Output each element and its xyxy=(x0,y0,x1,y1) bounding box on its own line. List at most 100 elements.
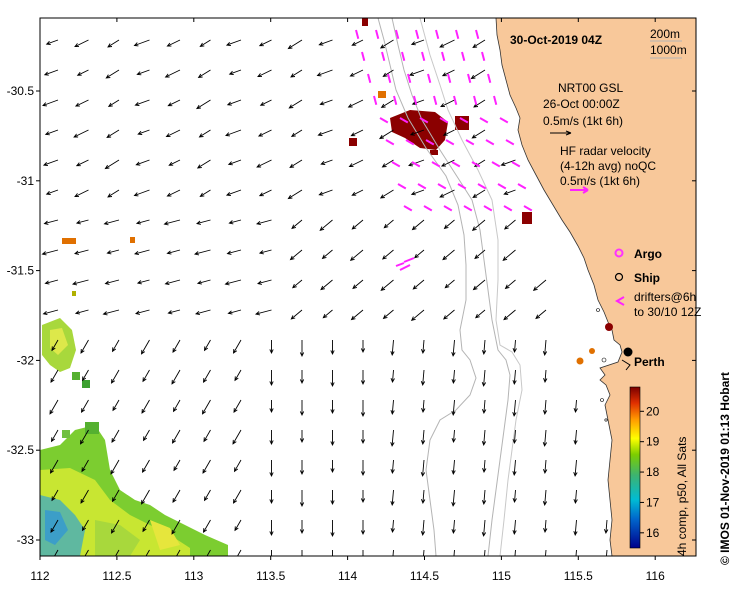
current-arrow xyxy=(512,339,517,354)
current-arrow xyxy=(136,279,150,285)
legend-argo-icon xyxy=(614,248,624,258)
current-arrow xyxy=(349,249,364,261)
current-arrow xyxy=(145,549,150,556)
coastal-islands xyxy=(596,308,608,422)
hf-radar-arrow xyxy=(379,117,389,124)
current-arrow xyxy=(203,339,211,352)
hf-radar-arrow xyxy=(457,183,467,190)
current-arrow xyxy=(299,520,305,535)
current-arrow xyxy=(198,129,211,138)
perth-river xyxy=(621,359,631,371)
current-arrow xyxy=(330,520,335,538)
hf-radar-arrow xyxy=(427,73,432,83)
hf-radar-arrow xyxy=(505,139,515,146)
current-arrow xyxy=(74,99,89,107)
current-arrow xyxy=(257,129,272,137)
legend-hf-line1: HF radar velocity xyxy=(560,144,651,158)
current-arrow xyxy=(330,340,335,356)
current-arrow xyxy=(347,99,364,108)
current-arrow xyxy=(51,489,59,502)
current-arrow xyxy=(134,99,150,106)
current-arrow xyxy=(269,400,274,414)
colorbar xyxy=(629,386,641,549)
hf-radar-arrow xyxy=(407,73,412,83)
current-arrow xyxy=(451,489,456,507)
current-arrow xyxy=(232,339,242,354)
current-arrow xyxy=(474,249,486,260)
current-arrow xyxy=(258,249,272,255)
x-tick-label: 116 xyxy=(646,569,665,583)
current-arrow xyxy=(269,490,274,505)
current-arrow xyxy=(382,69,394,77)
current-arrow xyxy=(164,69,181,78)
current-arrow xyxy=(199,39,211,47)
hf-radar-arrow xyxy=(481,51,486,61)
colorbar-tick-label: 19 xyxy=(646,435,660,449)
current-arrow xyxy=(381,159,394,168)
current-arrow xyxy=(443,309,455,320)
colorbar-tick-label: 17 xyxy=(646,495,660,509)
argo-marker xyxy=(605,323,613,331)
current-arrow xyxy=(166,189,181,197)
current-arrow xyxy=(299,400,305,417)
current-arrow xyxy=(603,519,609,535)
current-arrow xyxy=(390,429,395,447)
current-arrow xyxy=(390,459,395,475)
hf-radar-arrow xyxy=(399,117,409,124)
current-arrow xyxy=(172,339,181,353)
current-arrow xyxy=(542,459,548,475)
current-arrow xyxy=(535,309,547,320)
current-arrow xyxy=(141,399,150,414)
hf-radar-arrow xyxy=(467,73,472,83)
current-arrow xyxy=(42,99,59,107)
current-arrow xyxy=(390,489,395,506)
current-arrow xyxy=(171,519,181,535)
current-arrow xyxy=(74,309,89,315)
current-arrow xyxy=(269,520,274,537)
current-arrow xyxy=(408,159,425,167)
hf-radar-arrow xyxy=(459,117,469,124)
current-arrow xyxy=(350,309,364,321)
legend-argo-label: Argo xyxy=(634,247,662,261)
current-arrow xyxy=(545,549,547,556)
current-arrow xyxy=(299,370,305,385)
current-arrow xyxy=(43,219,59,225)
hf-radar-arrow xyxy=(483,205,493,212)
current-arrow xyxy=(316,69,333,77)
current-arrow xyxy=(351,219,364,230)
current-arrow xyxy=(171,369,181,385)
current-arrow xyxy=(471,129,486,139)
y-tick-label: -32 xyxy=(17,353,35,367)
current-arrow xyxy=(481,369,487,387)
current-arrow xyxy=(451,399,456,416)
hf-radar-arrow xyxy=(397,183,407,190)
credit-text: © IMOS 01-Nov-2019 01:13 Hobart xyxy=(718,372,732,565)
hf-radar-arrow xyxy=(479,117,489,124)
current-arrow xyxy=(420,369,426,386)
hf-radar-arrow xyxy=(511,161,521,168)
legend-drifters-line2: to 30/10 12Z xyxy=(634,305,701,319)
x-tick-label: 113 xyxy=(184,569,203,583)
current-arrow xyxy=(420,459,426,477)
current-arrow xyxy=(166,249,181,255)
legend-nrt-line1: NRT00 GSL xyxy=(558,81,623,95)
current-arrow xyxy=(360,460,366,477)
x-tick-label: 114.5 xyxy=(410,569,439,583)
current-arrow xyxy=(196,219,211,225)
legend-nrt-scale: 0.5m/s (1kt 6h) xyxy=(543,114,623,128)
hf-radar-arrow xyxy=(421,51,426,61)
hf-radar-arrow xyxy=(417,183,427,190)
current-arrow xyxy=(451,459,456,475)
coastline xyxy=(495,18,623,556)
current-arrow xyxy=(360,490,366,504)
hf-radar-arrow xyxy=(497,183,507,190)
current-arrow xyxy=(408,69,425,76)
current-arrow xyxy=(360,430,366,445)
current-arrow xyxy=(440,159,455,167)
current-arrow xyxy=(360,520,366,536)
ship-marker xyxy=(589,348,595,354)
sst-dot xyxy=(576,357,584,365)
current-arrow xyxy=(319,219,333,231)
hf-radar-arrow xyxy=(517,183,527,190)
current-arrow xyxy=(291,219,303,230)
